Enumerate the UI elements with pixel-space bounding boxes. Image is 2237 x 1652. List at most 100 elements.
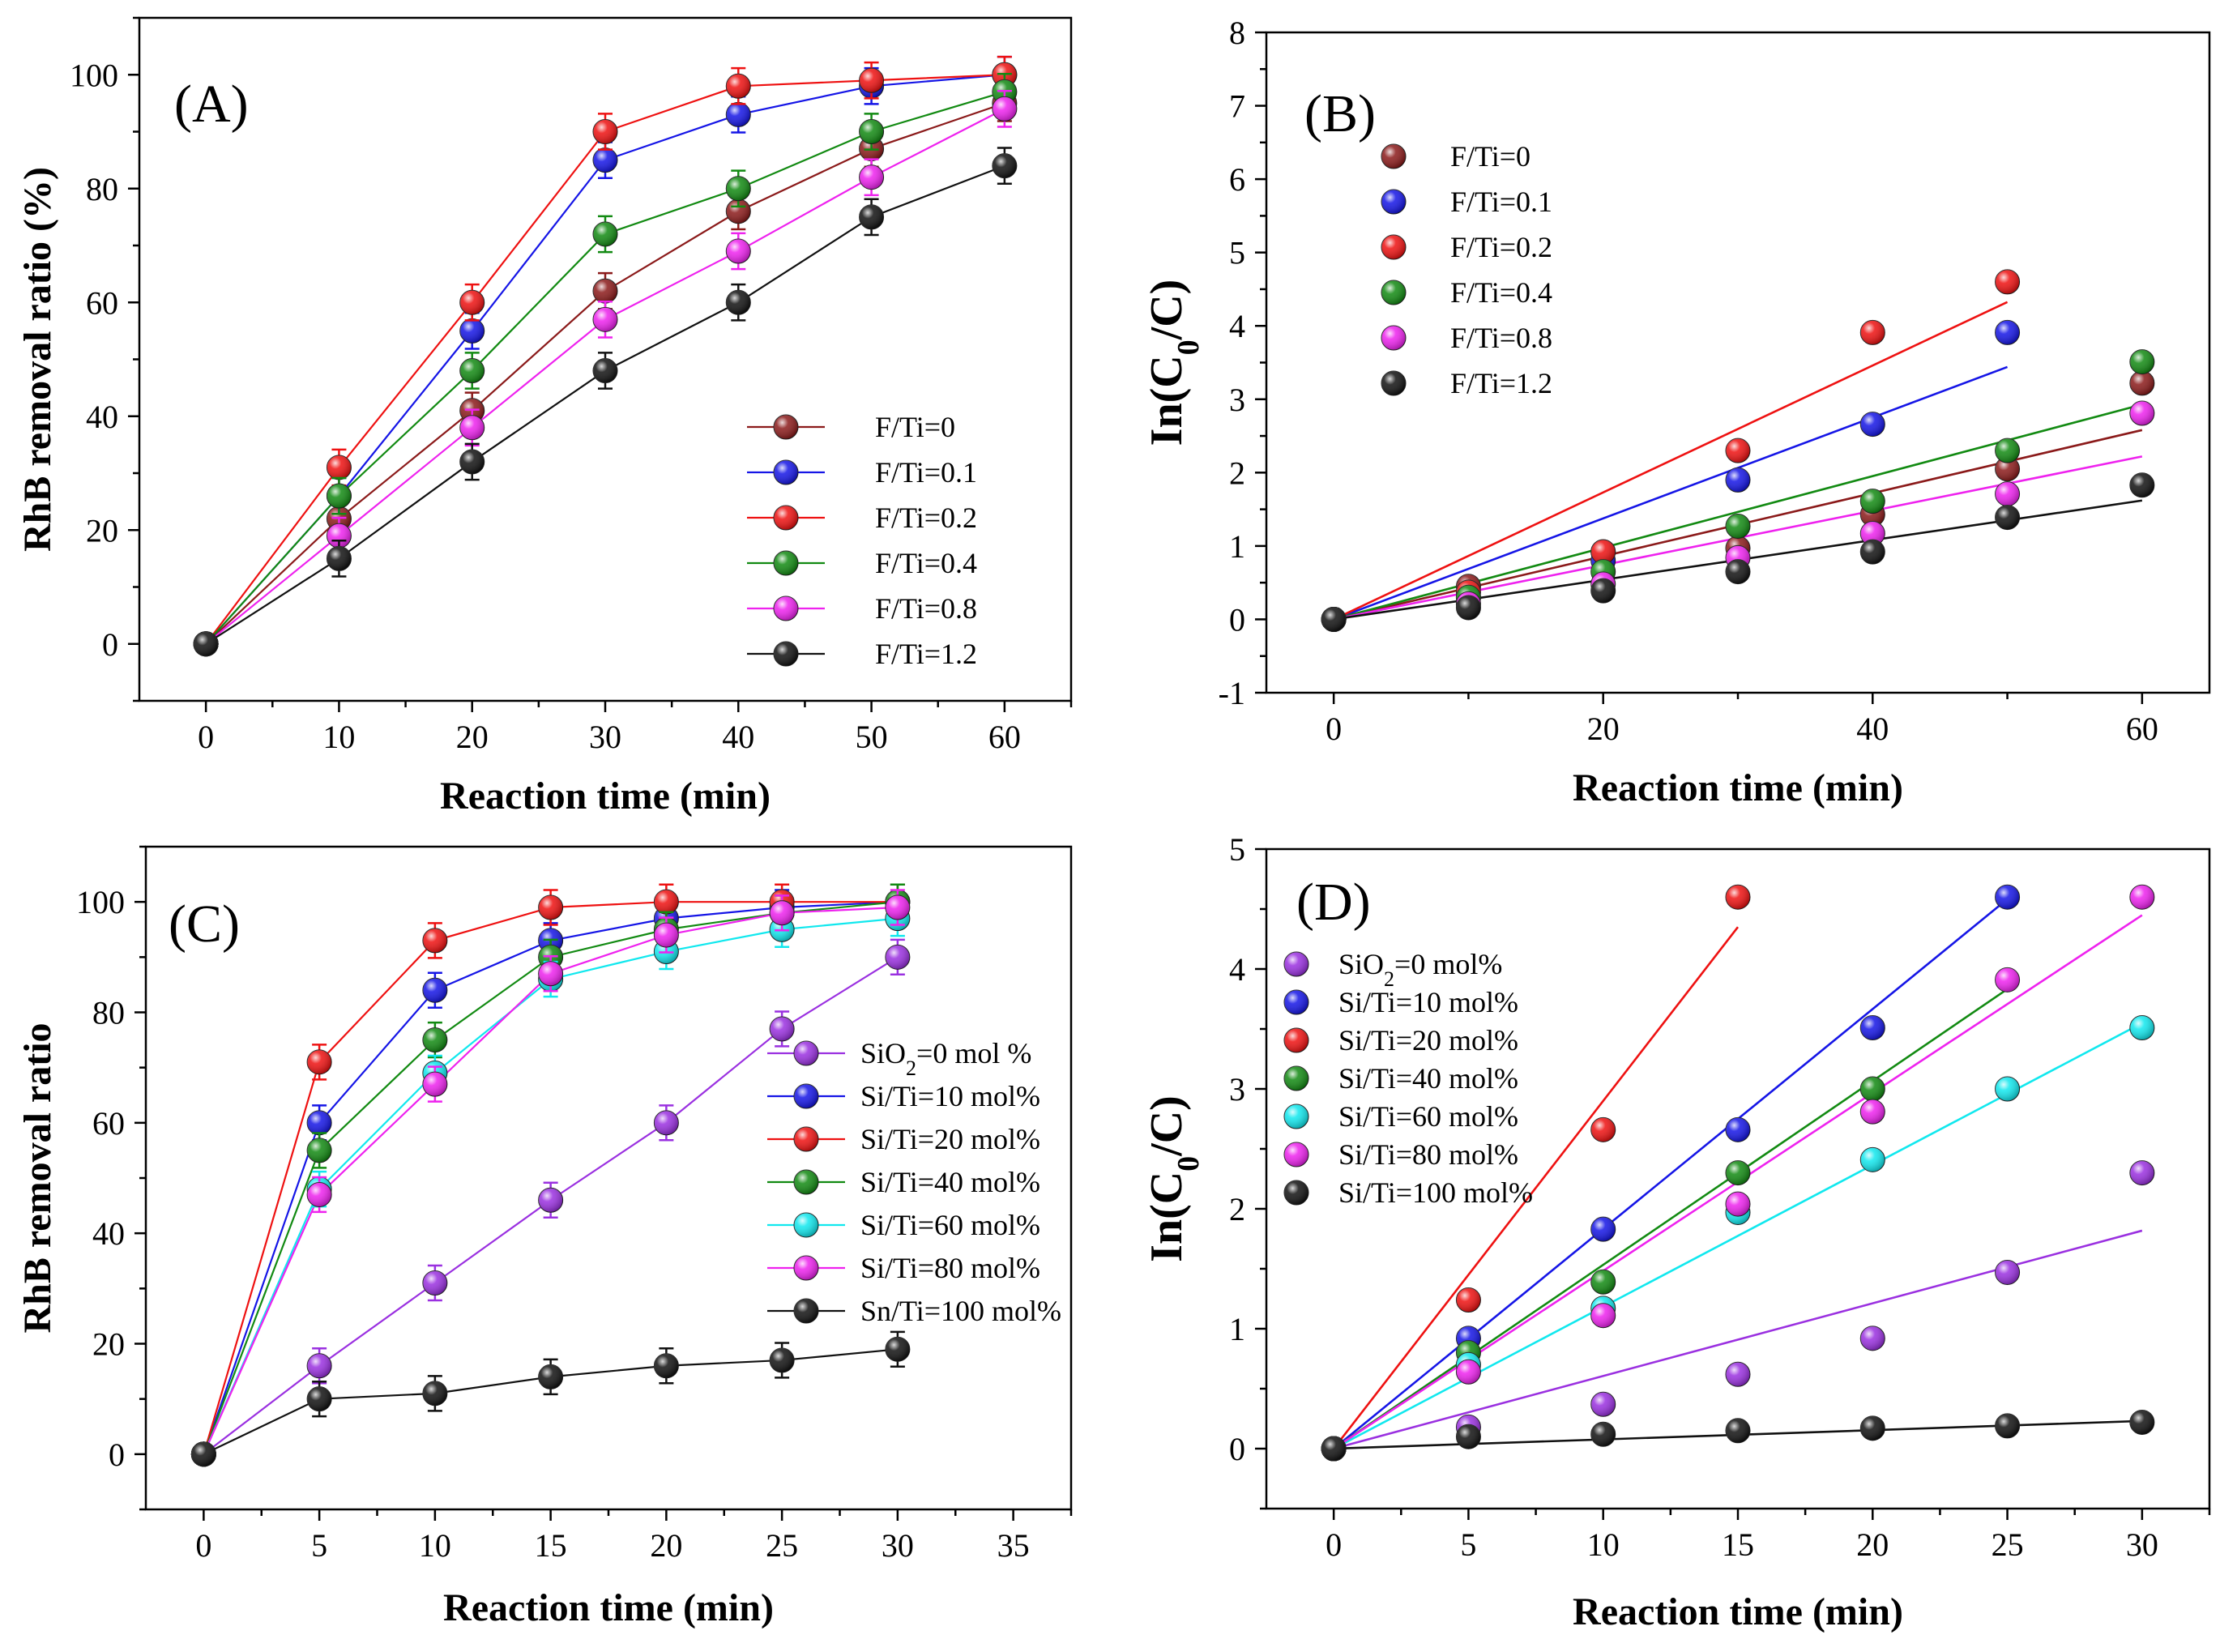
data-point-sheen bbox=[1860, 540, 1885, 565]
data-point-sheen bbox=[1860, 1415, 1885, 1441]
panel-label: (D) bbox=[1296, 873, 1371, 932]
x-tick-label: 25 bbox=[1992, 1526, 2024, 1563]
x-tick-label: 30 bbox=[882, 1527, 914, 1564]
legend-marker-sheen bbox=[1284, 1142, 1308, 1167]
y-tick-label: 40 bbox=[86, 399, 118, 435]
y-tick-label: 20 bbox=[92, 1326, 125, 1363]
data-point-sheen bbox=[422, 978, 447, 1003]
legend-marker-sheen bbox=[1381, 371, 1406, 395]
y-tick-label: -1 bbox=[1219, 675, 1245, 711]
x-tick-label: 0 bbox=[198, 719, 214, 755]
y-axis-title-rest: /C) bbox=[1142, 1095, 1192, 1157]
legend-marker-sheen bbox=[774, 415, 798, 439]
x-tick-label: 20 bbox=[1587, 711, 1620, 747]
data-point-sheen bbox=[1860, 521, 1885, 546]
x-tick-label: 25 bbox=[766, 1527, 798, 1564]
x-tick-label: 40 bbox=[722, 719, 754, 755]
data-point-sheen bbox=[1321, 1436, 1347, 1461]
data-point-sheen bbox=[1995, 967, 2020, 992]
x-tick-label: 10 bbox=[322, 719, 355, 755]
data-point-sheen bbox=[1860, 489, 1885, 514]
y-tick-label: 100 bbox=[76, 884, 125, 920]
y-tick-label: 3 bbox=[1229, 382, 1245, 418]
data-point-sheen bbox=[1726, 1362, 1750, 1387]
y-tick-label: 40 bbox=[92, 1215, 125, 1252]
x-tick-label: 10 bbox=[1587, 1526, 1620, 1563]
data-point-sheen bbox=[459, 415, 485, 440]
legend-marker-sheen bbox=[794, 1084, 818, 1108]
x-tick-label: 0 bbox=[1326, 1526, 1342, 1563]
legend-label: F/Ti=0.2 bbox=[875, 502, 977, 534]
y-tick-label: 7 bbox=[1229, 88, 1245, 125]
data-point-sheen bbox=[422, 1381, 447, 1406]
x-tick-label: 30 bbox=[2126, 1526, 2158, 1563]
data-point-sheen bbox=[1590, 1303, 1616, 1328]
data-point-sheen bbox=[1726, 1117, 1750, 1142]
legend-marker-sheen bbox=[1381, 326, 1406, 350]
legend-marker-sheen bbox=[794, 1213, 818, 1237]
data-point-sheen bbox=[1456, 1360, 1481, 1385]
y-tick-label: 80 bbox=[86, 171, 118, 207]
data-point-sheen bbox=[1995, 1077, 2020, 1101]
legend-marker-sheen bbox=[774, 596, 798, 621]
data-point-sheen bbox=[1590, 1270, 1616, 1295]
data-point-sheen bbox=[1860, 1147, 1885, 1172]
legend-label: F/Ti=0.4 bbox=[875, 547, 977, 579]
data-point-sheen bbox=[859, 119, 884, 144]
data-point-sheen bbox=[1995, 320, 2020, 345]
data-point-sheen bbox=[459, 449, 485, 474]
y-tick-label: 2 bbox=[1229, 1191, 1245, 1227]
legend-label: Si/Ti=80 mol% bbox=[860, 1252, 1040, 1284]
data-point-sheen bbox=[1726, 1160, 1750, 1185]
panel-label: (B) bbox=[1304, 84, 1376, 143]
y-tick-label: 0 bbox=[102, 626, 118, 663]
data-point-sheen bbox=[1995, 505, 2020, 530]
data-point-sheen bbox=[726, 176, 751, 201]
data-point-sheen bbox=[2129, 370, 2154, 395]
data-point-sheen bbox=[885, 1337, 910, 1362]
legend-marker-sheen bbox=[1381, 144, 1406, 169]
data-point-sheen bbox=[307, 1182, 332, 1207]
data-point-sheen bbox=[307, 1353, 332, 1378]
data-point-sheen bbox=[1726, 1192, 1750, 1217]
legend-marker-sheen bbox=[1284, 990, 1308, 1014]
data-point-sheen bbox=[770, 1347, 795, 1372]
legend-label: F/Ti=0 bbox=[1450, 140, 1530, 173]
data-point-sheen bbox=[726, 102, 751, 127]
x-tick-label: 15 bbox=[1722, 1526, 1754, 1563]
x-tick-label: 0 bbox=[1326, 711, 1342, 747]
data-point-sheen bbox=[1456, 1424, 1481, 1449]
y-tick-label: 4 bbox=[1229, 308, 1245, 344]
legend-marker-sheen bbox=[1284, 952, 1308, 976]
legend-marker-sheen bbox=[794, 1299, 818, 1323]
data-point-sheen bbox=[1860, 1077, 1885, 1101]
data-point-sheen bbox=[327, 455, 352, 480]
legend-label: Si/Ti=20 mol% bbox=[860, 1123, 1040, 1155]
y-tick-label: 2 bbox=[1229, 455, 1245, 491]
panel-a-chart: 0 10 20 30 40 50 60 0 20 40 60 80 100 Reaction time (… bbox=[16, 16, 1073, 817]
data-point-sheen bbox=[593, 119, 617, 144]
legend-marker-sheen bbox=[1381, 280, 1406, 305]
data-point-sheen bbox=[726, 290, 751, 315]
data-point-sheen bbox=[459, 358, 485, 383]
legend-marker-sheen bbox=[774, 551, 798, 575]
legend-marker-sheen bbox=[774, 642, 798, 666]
x-tick-label: 5 bbox=[311, 1527, 327, 1564]
legend-label: F/Ti=0.1 bbox=[1450, 186, 1552, 218]
y-tick-label: 60 bbox=[92, 1105, 125, 1142]
data-point-sheen bbox=[1456, 595, 1481, 620]
y-tick-label: 8 bbox=[1229, 15, 1245, 51]
data-point-sheen bbox=[2129, 1410, 2154, 1435]
data-point-sheen bbox=[1456, 1287, 1481, 1313]
data-point-sheen bbox=[2129, 1160, 2154, 1185]
data-point-sheen bbox=[307, 1049, 332, 1074]
x-axis-title: Reaction time (min) bbox=[1573, 1590, 1903, 1633]
panel-label: (A) bbox=[174, 75, 249, 134]
legend-marker-sheen bbox=[1284, 1028, 1308, 1052]
data-point-sheen bbox=[593, 358, 617, 383]
data-point-sheen bbox=[1995, 269, 2020, 294]
legend-label: Si/Ti=100 mol% bbox=[1338, 1176, 1533, 1209]
x-tick-label: 10 bbox=[419, 1527, 451, 1564]
data-point-sheen bbox=[327, 484, 352, 509]
data-point-sheen bbox=[859, 204, 884, 229]
